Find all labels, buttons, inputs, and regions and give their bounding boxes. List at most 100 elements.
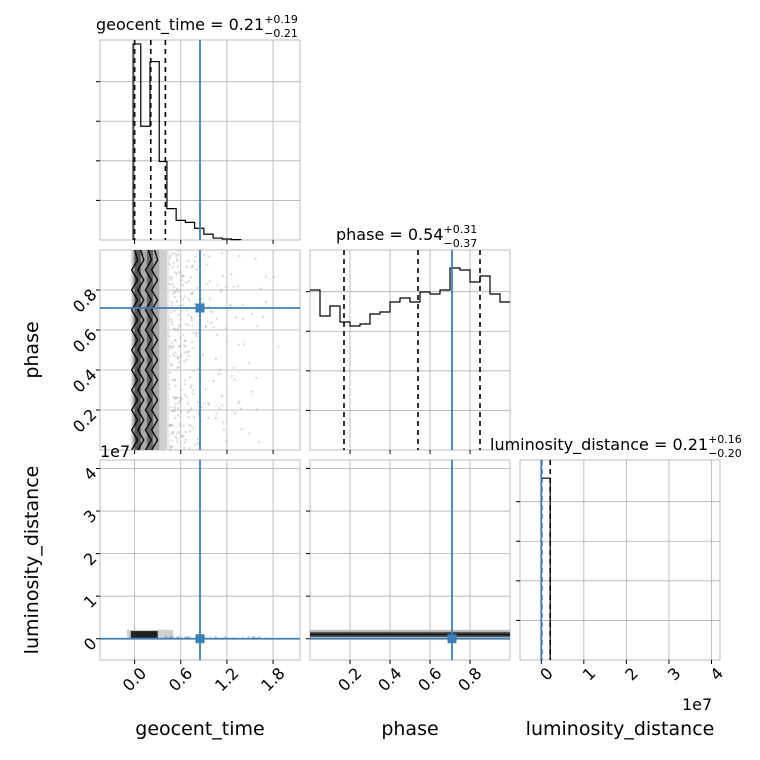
scatter-point xyxy=(220,252,224,255)
scatter-point xyxy=(204,325,208,328)
scatter-point xyxy=(248,635,251,638)
scatter-point xyxy=(250,390,253,393)
scatter-point xyxy=(195,268,199,271)
scatter-point xyxy=(175,329,178,332)
scatter-panel-geocent_time-vs-phase xyxy=(96,249,301,454)
scatter-point xyxy=(179,295,182,298)
scatter-point xyxy=(164,635,167,638)
scatter-point xyxy=(172,409,175,413)
y-tick-label: 3 xyxy=(80,506,101,527)
scatter-point xyxy=(230,374,233,378)
scatter-point xyxy=(180,434,183,438)
scatter-point xyxy=(221,404,224,407)
scatter-point xyxy=(180,279,184,282)
scatter-point xyxy=(169,445,173,449)
scatter-point xyxy=(173,296,177,299)
scatter-point xyxy=(182,424,185,427)
scatter-point xyxy=(194,332,197,336)
scatter-point xyxy=(184,322,188,326)
x-tick-label: 0.0 xyxy=(119,664,150,695)
scatter-point xyxy=(179,318,182,321)
scatter-point xyxy=(183,339,187,342)
scatter-point xyxy=(174,435,177,439)
scatter-point xyxy=(174,252,177,256)
scatter-point xyxy=(184,379,187,382)
scatter-point xyxy=(218,368,222,371)
scatter-point xyxy=(170,311,173,314)
scatter-point xyxy=(180,275,183,278)
scatter-point xyxy=(179,396,183,399)
scatter-point xyxy=(207,255,210,258)
scatter-point xyxy=(232,285,235,288)
scatter-point xyxy=(189,386,193,389)
scatter-point xyxy=(196,437,199,441)
scatter-point xyxy=(169,283,172,286)
panel-title-minus-phase: −0.37 xyxy=(443,237,477,250)
scatter-point xyxy=(259,287,262,291)
scatter-point xyxy=(170,320,173,323)
scatter-point xyxy=(174,351,177,354)
scatter-point xyxy=(186,411,190,414)
scatter-point xyxy=(180,310,183,313)
y-tick-label: 0.2 xyxy=(69,405,100,436)
y-tick-label: 0.4 xyxy=(69,365,100,396)
x-tick-label: 0.4 xyxy=(374,664,405,695)
scatter-point xyxy=(177,313,181,317)
scatter-point xyxy=(184,636,187,639)
x-tick-label: 0.2 xyxy=(334,664,365,695)
scatter-point xyxy=(183,441,187,444)
scatter-point xyxy=(180,397,183,401)
scatter-point xyxy=(171,430,175,434)
density-band-4 xyxy=(146,250,154,450)
scatter-point xyxy=(178,360,181,364)
scatter-point xyxy=(169,424,172,427)
scatter-point xyxy=(209,635,212,638)
scatter-point xyxy=(172,292,175,295)
scatter-point xyxy=(196,286,199,290)
scatter-point xyxy=(185,309,189,312)
x-tick-label: 3 xyxy=(664,664,685,685)
scatter-point xyxy=(177,357,180,360)
contour-line-3 xyxy=(150,250,159,450)
scatter-panel-phase-vs-luminosity_distance-frame xyxy=(309,459,511,661)
x-tick-label: 1.2 xyxy=(211,664,242,695)
scatter-point xyxy=(236,285,240,288)
scatter-point xyxy=(222,421,225,424)
scatter-point xyxy=(181,434,184,437)
scatter-point xyxy=(186,297,190,300)
scatter-point xyxy=(178,422,182,426)
scatter-point xyxy=(276,345,280,349)
scatter-point xyxy=(183,393,186,397)
scatter-point xyxy=(183,295,187,298)
y-tick-label: 1 xyxy=(80,591,101,612)
scatter-point xyxy=(228,303,231,307)
density-core xyxy=(130,631,158,638)
scatter-point xyxy=(220,288,223,291)
scatter-point xyxy=(248,361,251,364)
scatter-point xyxy=(194,255,197,258)
scatter-point xyxy=(169,318,173,321)
scatter-point xyxy=(176,407,180,410)
scatter-point xyxy=(192,416,196,419)
scatter-point xyxy=(179,425,182,428)
scatter-point xyxy=(191,392,195,396)
scatter-point xyxy=(188,376,192,379)
scatter-point xyxy=(173,309,176,313)
scatter-point xyxy=(178,304,182,307)
scatter-point xyxy=(224,327,228,330)
scatter-point xyxy=(181,283,184,287)
y-tick-label: 2 xyxy=(80,549,101,570)
scatter-point xyxy=(230,273,233,276)
scatter-point xyxy=(197,412,200,415)
scatter-point xyxy=(187,350,190,353)
scatter-point xyxy=(183,446,186,450)
scatter-point xyxy=(187,409,191,413)
scatter-point xyxy=(188,299,191,302)
scatter-point xyxy=(172,327,176,330)
scatter-point xyxy=(191,346,194,350)
y-tick-label: 4 xyxy=(80,464,101,485)
scatter-point xyxy=(171,378,175,382)
scatter-point xyxy=(173,416,177,420)
scatter-point xyxy=(174,290,177,293)
